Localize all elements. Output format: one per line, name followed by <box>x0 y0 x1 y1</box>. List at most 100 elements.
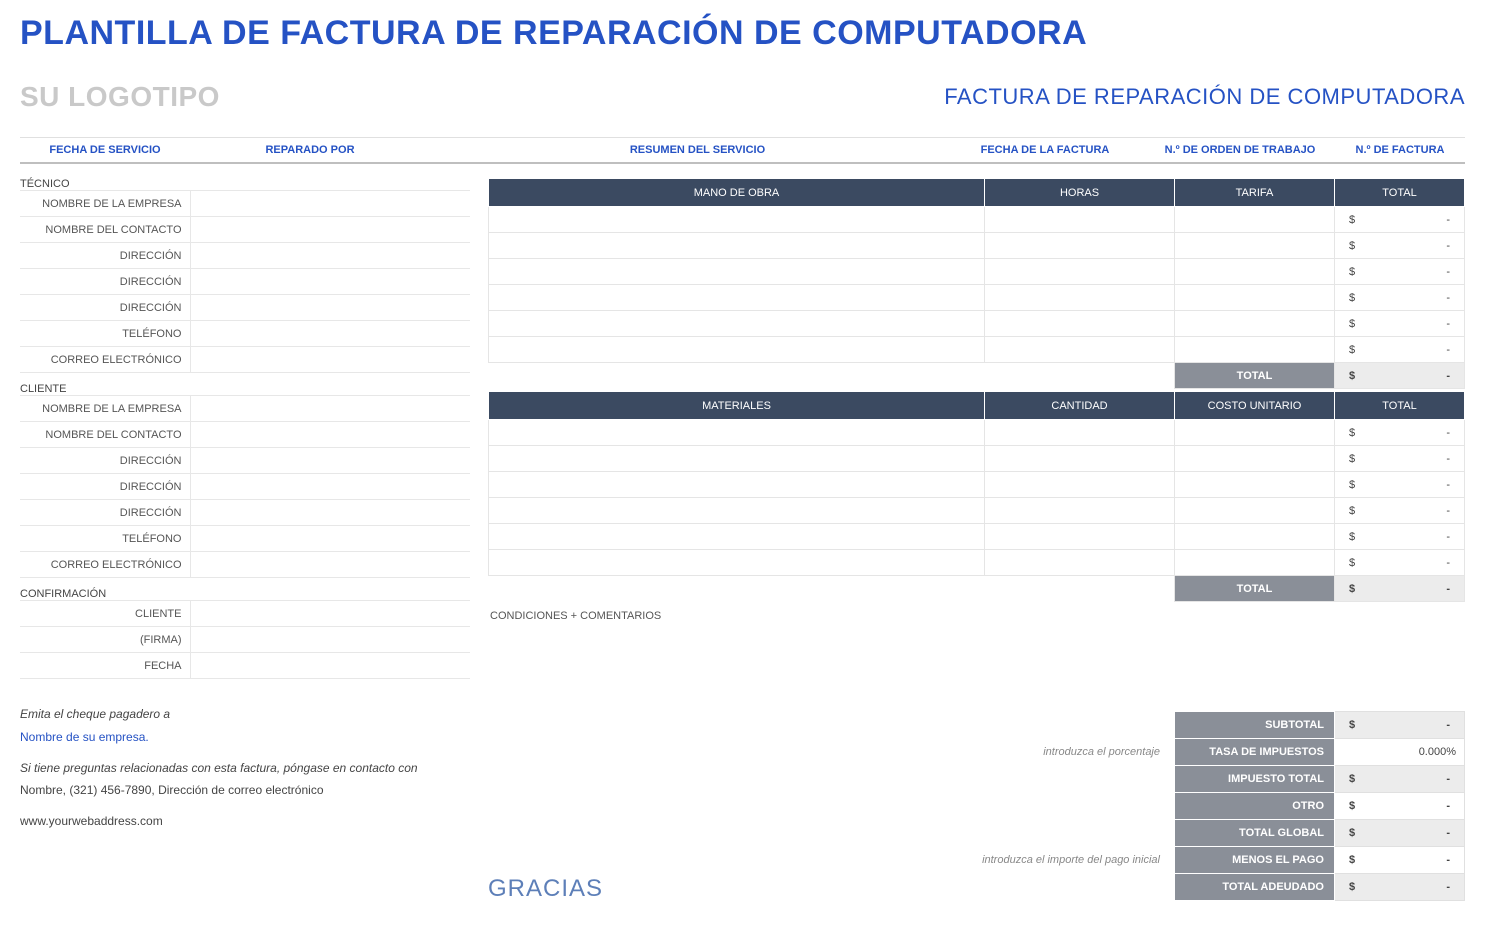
summary-value[interactable]: $- <box>1335 793 1465 820</box>
tecnico-value-cell[interactable] <box>190 269 470 295</box>
summary-value[interactable]: $- <box>1335 712 1465 739</box>
summary-value[interactable]: $- <box>1335 820 1465 847</box>
labor-cell[interactable] <box>1175 233 1335 259</box>
materials-cell[interactable] <box>985 550 1175 576</box>
summary-value[interactable]: 0.000% <box>1335 739 1465 766</box>
materials-cell[interactable]: $- <box>1335 550 1465 576</box>
materials-cell[interactable]: $- <box>1335 472 1465 498</box>
labor-cell[interactable]: $- <box>1335 233 1465 259</box>
labor-cell[interactable]: $- <box>1335 337 1465 363</box>
summary-value[interactable]: $- <box>1335 766 1465 793</box>
labor-cell[interactable] <box>489 233 985 259</box>
info-orden: N.º DE ORDEN DE TRABAJO <box>1145 144 1335 156</box>
summary-value[interactable]: $- <box>1335 874 1465 901</box>
labor-cell[interactable] <box>489 285 985 311</box>
materials-cell[interactable] <box>985 420 1175 446</box>
labor-cell[interactable] <box>1175 259 1335 285</box>
materials-cell[interactable] <box>489 550 985 576</box>
cliente-value-cell[interactable] <box>190 500 470 526</box>
materials-cell[interactable] <box>985 472 1175 498</box>
logo-row: SU LOGOTIPO FACTURA DE REPARACIÓN DE COM… <box>20 81 1465 113</box>
materials-cell[interactable] <box>1175 498 1335 524</box>
materials-cell[interactable]: $- <box>1335 420 1465 446</box>
labor-cell[interactable] <box>985 311 1175 337</box>
summary-label: OTRO <box>1175 793 1335 820</box>
confirm-value-cell[interactable] <box>190 653 470 679</box>
tecnico-value-cell[interactable] <box>190 191 470 217</box>
labor-cell[interactable] <box>985 207 1175 233</box>
cliente-value-cell[interactable] <box>190 526 470 552</box>
confirm-row: (FIRMA) <box>20 627 470 653</box>
summary-hint <box>488 712 1175 739</box>
tecnico-label: DIRECCIÓN <box>20 243 190 269</box>
confirm-value-cell[interactable] <box>190 601 470 627</box>
labor-cell[interactable]: $- <box>1335 259 1465 285</box>
labor-cell[interactable] <box>1175 207 1335 233</box>
labor-cell[interactable] <box>489 337 985 363</box>
summary-row: OTRO$- <box>488 793 1465 820</box>
summary-row: TOTAL GLOBAL$- <box>488 820 1465 847</box>
labor-cell[interactable] <box>985 233 1175 259</box>
materials-cell[interactable] <box>985 446 1175 472</box>
cliente-label: DIRECCIÓN <box>20 500 190 526</box>
materials-cell[interactable] <box>489 446 985 472</box>
labor-row: $- <box>489 311 1465 337</box>
labor-cell[interactable] <box>489 259 985 285</box>
tecnico-row: NOMBRE DE LA EMPRESA <box>20 191 470 217</box>
labor-cell[interactable]: $- <box>1335 311 1465 337</box>
labor-cell[interactable] <box>1175 311 1335 337</box>
tecnico-value-cell[interactable] <box>190 217 470 243</box>
cliente-label: NOMBRE DEL CONTACTO <box>20 422 190 448</box>
footer-line-2: Nombre de su empresa. <box>20 726 470 749</box>
labor-cell[interactable] <box>489 311 985 337</box>
cliente-row: CORREO ELECTRÓNICO <box>20 552 470 578</box>
materials-cell[interactable] <box>489 472 985 498</box>
labor-cell[interactable]: $- <box>1335 207 1465 233</box>
materials-cell[interactable] <box>1175 472 1335 498</box>
tecnico-row: CORREO ELECTRÓNICO <box>20 347 470 373</box>
summary-label: TOTAL GLOBAL <box>1175 820 1335 847</box>
cliente-value-cell[interactable] <box>190 422 470 448</box>
cliente-value-cell[interactable] <box>190 474 470 500</box>
labor-cell[interactable] <box>985 337 1175 363</box>
labor-cell[interactable] <box>985 285 1175 311</box>
materials-cell[interactable]: $- <box>1335 524 1465 550</box>
labor-cell[interactable] <box>489 207 985 233</box>
labor-cell[interactable]: $- <box>1335 285 1465 311</box>
labor-cell[interactable] <box>1175 337 1335 363</box>
materials-cell[interactable] <box>489 524 985 550</box>
materials-cell[interactable]: $- <box>1335 446 1465 472</box>
summary-value[interactable]: $- <box>1335 847 1465 874</box>
materials-cell[interactable] <box>985 524 1175 550</box>
tecnico-value-cell[interactable] <box>190 347 470 373</box>
info-fecha-factura: FECHA DE LA FACTURA <box>945 144 1145 156</box>
cliente-value-cell[interactable] <box>190 552 470 578</box>
materials-cell[interactable] <box>1175 446 1335 472</box>
materials-cell[interactable]: $- <box>1335 498 1465 524</box>
materials-cell[interactable] <box>985 498 1175 524</box>
materials-cell[interactable] <box>1175 550 1335 576</box>
info-resumen: RESUMEN DEL SERVICIO <box>450 144 945 156</box>
tecnico-table: NOMBRE DE LA EMPRESANOMBRE DEL CONTACTOD… <box>20 190 470 373</box>
tecnico-value-cell[interactable] <box>190 321 470 347</box>
materials-cell[interactable] <box>1175 524 1335 550</box>
cliente-value-cell[interactable] <box>190 448 470 474</box>
materials-cell[interactable] <box>1175 420 1335 446</box>
labor-row: $- <box>489 259 1465 285</box>
cliente-value-cell[interactable] <box>190 396 470 422</box>
tecnico-row: DIRECCIÓN <box>20 295 470 321</box>
materials-cell[interactable] <box>489 498 985 524</box>
labor-cell[interactable] <box>1175 285 1335 311</box>
info-factura-num: N.º DE FACTURA <box>1335 144 1465 156</box>
materials-cell[interactable] <box>489 420 985 446</box>
cliente-row: DIRECCIÓN <box>20 448 470 474</box>
summary-row: IMPUESTO TOTAL$- <box>488 766 1465 793</box>
tecnico-value-cell[interactable] <box>190 243 470 269</box>
confirm-value-cell[interactable] <box>190 627 470 653</box>
labor-cell[interactable] <box>985 259 1175 285</box>
tecnico-value-cell[interactable] <box>190 295 470 321</box>
confirm-label: FECHA <box>20 653 190 679</box>
summary-hint <box>488 820 1175 847</box>
tecnico-label: CORREO ELECTRÓNICO <box>20 347 190 373</box>
confirm-label: (FIRMA) <box>20 627 190 653</box>
